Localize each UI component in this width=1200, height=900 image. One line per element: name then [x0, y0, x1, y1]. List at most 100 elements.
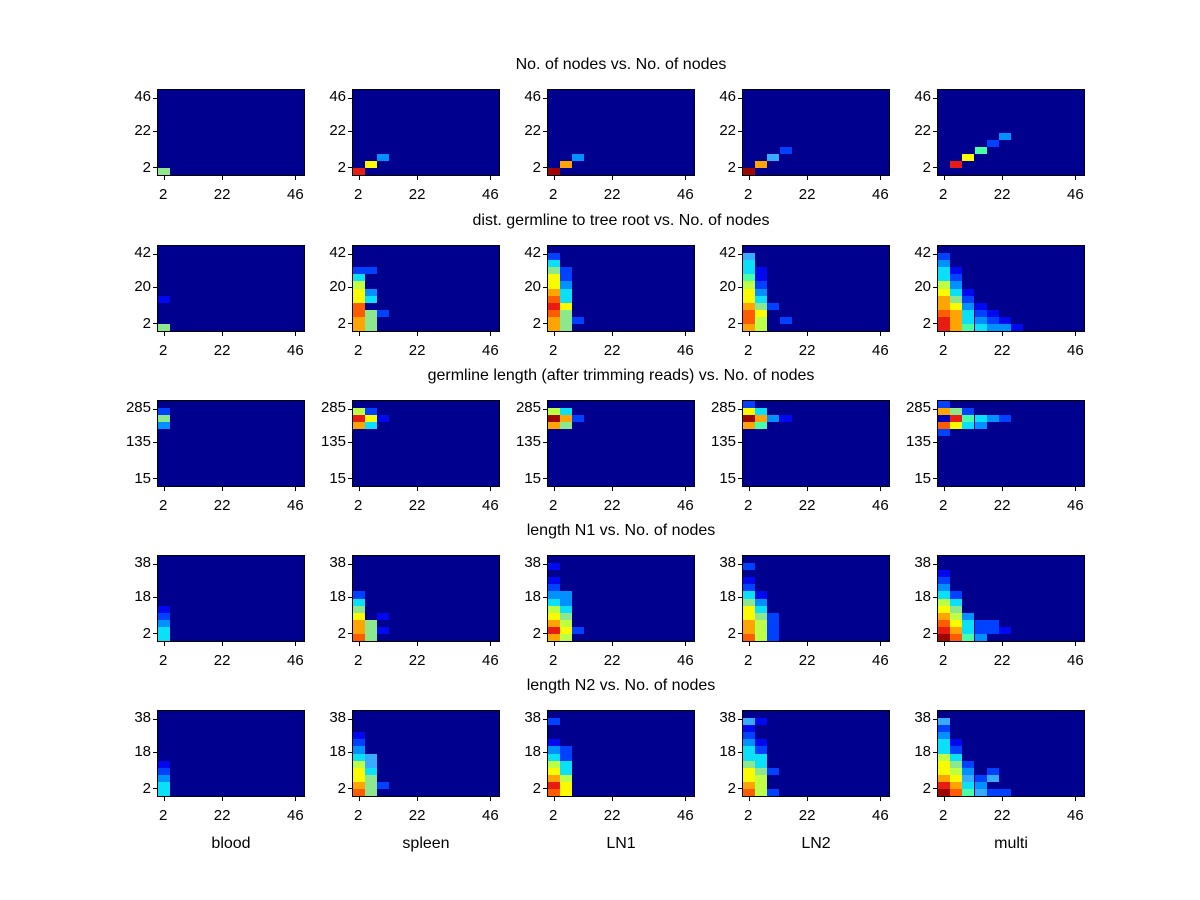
y-tick-mark — [738, 97, 742, 99]
y-tick-mark — [933, 441, 937, 443]
x-tick-label: 2 — [549, 342, 558, 359]
x-tick-label: 22 — [603, 807, 621, 824]
x-tick-mark — [944, 332, 946, 336]
x-tick-label: 22 — [408, 342, 426, 359]
heatmap-cell — [743, 577, 756, 585]
y-tick-mark — [153, 788, 157, 790]
heatmap-cell — [755, 422, 768, 430]
x-tick-mark — [554, 332, 556, 336]
heatmap-cell — [938, 281, 951, 289]
heatmap-cell — [743, 774, 756, 782]
x-tick-label: 46 — [482, 342, 499, 359]
heatmap-cell — [974, 146, 987, 154]
x-tick-mark — [749, 642, 751, 646]
heatmap-blood-row1 — [153, 89, 305, 180]
x-tick-mark — [417, 797, 419, 801]
y-tick-mark — [153, 633, 157, 635]
y-tick-mark — [738, 167, 742, 169]
heatmap-cell — [974, 323, 987, 331]
heatmap-cell — [962, 788, 975, 796]
x-tick-mark — [684, 176, 686, 180]
heatmap-cell — [998, 316, 1011, 324]
y-tick-label: 2 — [532, 625, 541, 643]
heatmap-cell — [998, 788, 1011, 796]
y-tick-label: 2 — [922, 159, 931, 177]
x-tick-mark — [359, 332, 361, 336]
x-tick-mark — [222, 332, 224, 336]
heatmap-cell — [767, 612, 780, 620]
heatmap-cell — [950, 281, 963, 289]
heatmap-cell — [158, 408, 171, 416]
heatmap-cell — [560, 422, 573, 430]
y-tick-mark — [348, 130, 352, 132]
y-tick-mark — [153, 441, 157, 443]
x-tick-label: 2 — [744, 807, 753, 824]
heatmap-cell — [560, 788, 573, 796]
heatmap-cell — [365, 415, 378, 423]
heatmap-cell — [560, 612, 573, 620]
x-tick-label: 2 — [159, 186, 168, 203]
heatmap-cell — [353, 753, 366, 761]
x-tick-mark — [944, 176, 946, 180]
heatmap-cell — [743, 415, 756, 423]
heatmap-cell — [743, 401, 756, 409]
heatmap-cell — [779, 146, 792, 154]
y-tick-label: 18 — [914, 742, 931, 760]
heatmap-cell — [743, 408, 756, 416]
heatmap-cell — [986, 309, 999, 317]
heatmap-cell — [158, 612, 171, 620]
x-tick-label: 46 — [872, 807, 889, 824]
x-tick-label: 22 — [213, 807, 231, 824]
x-tick-mark — [1074, 332, 1076, 336]
heatmap-cell — [938, 591, 951, 599]
heatmap-cell — [353, 788, 366, 796]
y-tick-mark — [153, 596, 157, 598]
heatmap-cell — [950, 612, 963, 620]
x-tick-label: 46 — [287, 807, 304, 824]
heatmap-cell — [560, 309, 573, 317]
x-tick-mark — [222, 176, 224, 180]
heatmap-cell — [353, 408, 366, 416]
heatmap-cell — [560, 274, 573, 282]
heatmap-cell — [755, 302, 768, 310]
heatmap-cell — [962, 422, 975, 430]
y-tick-label: 38 — [719, 553, 736, 571]
heatmap-cell — [974, 619, 987, 627]
y-tick-mark — [348, 167, 352, 169]
heatmap-cell — [743, 605, 756, 613]
heatmap-cell — [158, 167, 171, 175]
x-tick-label: 46 — [677, 186, 694, 203]
heatmap-cell — [938, 408, 951, 416]
heatmap-cell — [377, 626, 390, 634]
y-tick-label: 46 — [914, 87, 931, 105]
y-tick-mark — [348, 286, 352, 288]
y-tick-mark — [153, 408, 157, 410]
x-tick-label: 46 — [1067, 186, 1084, 203]
heatmap-cell — [938, 598, 951, 606]
x-tick-mark — [294, 642, 296, 646]
heatmap-cell — [365, 267, 378, 275]
y-tick-label: 18 — [329, 742, 346, 760]
y-tick-label: 20 — [329, 277, 346, 295]
heatmap-cell — [743, 753, 756, 761]
x-tick-label: 46 — [287, 652, 304, 669]
x-tick-label: 22 — [213, 497, 231, 514]
x-tick-label: 2 — [939, 807, 948, 824]
y-tick-label: 2 — [922, 625, 931, 643]
heatmap-blood-row2 — [153, 245, 305, 336]
heatmap-cell — [548, 563, 561, 571]
heatmap-cell — [548, 598, 561, 606]
x-tick-label: 46 — [482, 807, 499, 824]
x-tick-label: 46 — [677, 807, 694, 824]
heatmap-cell — [353, 323, 366, 331]
heatmap-LN1-row4 — [543, 555, 695, 646]
heatmap-cell — [548, 591, 561, 599]
heatmap-cell — [158, 788, 171, 796]
heatmap-cell — [743, 626, 756, 634]
heatmap-cell — [755, 739, 768, 747]
heatmap-cell — [548, 788, 561, 796]
heatmap-cell — [548, 274, 561, 282]
heatmap-cell — [755, 605, 768, 613]
y-tick-label: 2 — [532, 159, 541, 177]
y-tick-mark — [348, 441, 352, 443]
